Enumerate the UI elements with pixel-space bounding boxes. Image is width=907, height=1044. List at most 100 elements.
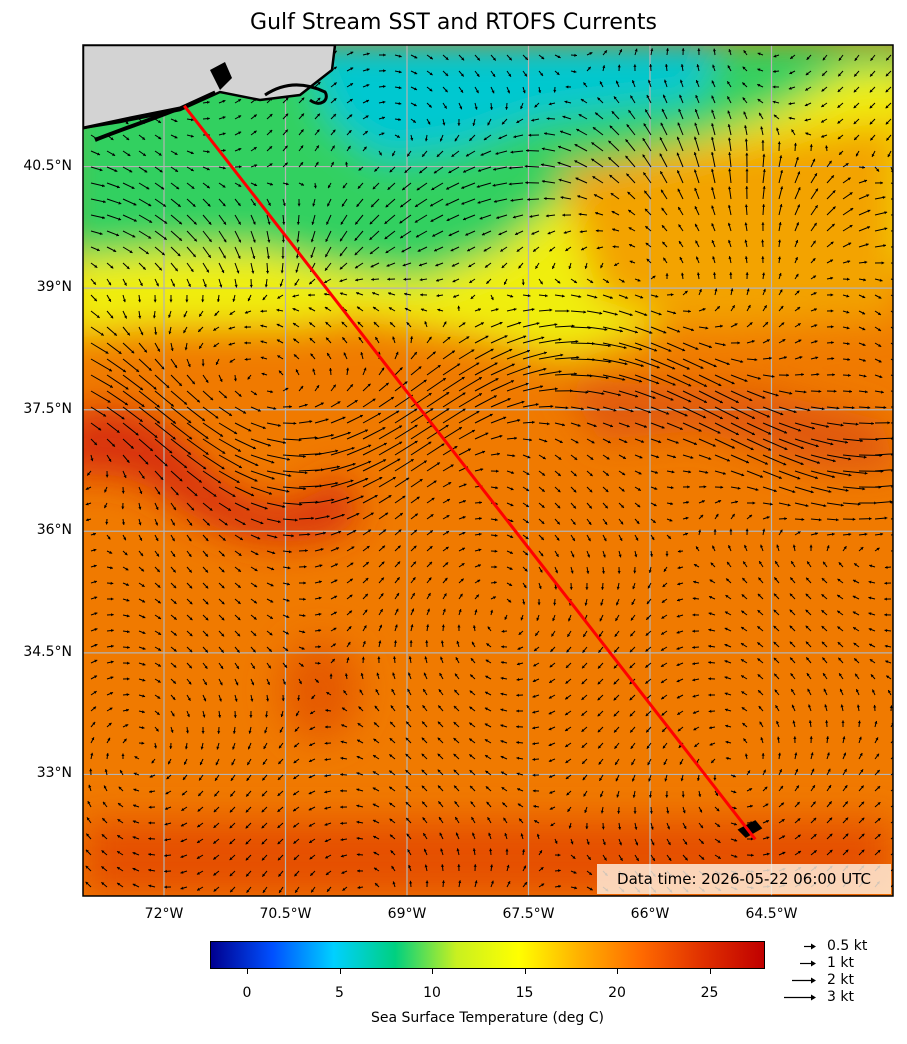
current-arrow [842, 438, 864, 442]
current-arrowhead [461, 201, 465, 205]
current-arrowhead [237, 617, 241, 621]
current-arrowhead [476, 73, 480, 77]
current-arrowhead [761, 222, 765, 225]
current-arrowhead [541, 504, 545, 508]
current-arrowhead [328, 185, 331, 189]
current-arrow [106, 358, 127, 373]
current-arrowhead [778, 222, 782, 225]
current-arrowhead [261, 809, 265, 813]
current-arrowhead [670, 486, 674, 490]
current-arrow [826, 454, 852, 460]
current-arrowhead [759, 112, 762, 116]
current-arrowhead [428, 441, 432, 445]
current-arrowhead [134, 756, 138, 760]
current-arrowhead [316, 385, 320, 389]
current-arrowhead [318, 645, 321, 649]
current-arrowhead [99, 232, 103, 236]
current-arrowhead [884, 211, 888, 215]
current-arrowhead [299, 502, 303, 506]
current-arrowhead [343, 352, 347, 356]
current-arrowhead [614, 312, 618, 316]
current-arrowhead [222, 255, 226, 259]
current-arrowhead [215, 762, 219, 766]
current-arrowhead [821, 578, 825, 582]
current-arrowhead [270, 599, 274, 603]
current-arrowhead [316, 129, 320, 133]
current-arrowhead [696, 778, 700, 781]
current-arrowhead [190, 151, 194, 155]
current-arrowhead [293, 824, 297, 828]
current-arrowhead [395, 608, 399, 612]
current-arrowhead [695, 256, 699, 260]
current-arrowhead [363, 625, 367, 629]
current-arrowhead [871, 153, 875, 157]
current-arrowhead [795, 768, 799, 772]
current-arrowhead [156, 569, 160, 573]
current-arrowhead [743, 561, 746, 565]
current-arrowhead [407, 153, 410, 157]
current-arrowhead [443, 321, 447, 325]
current-arrowhead [468, 264, 472, 267]
current-arrowhead [634, 330, 638, 334]
current-arrowhead [710, 562, 714, 566]
current-arrowhead [560, 130, 563, 134]
current-arrowhead [346, 496, 350, 500]
current-arrowhead [558, 145, 562, 149]
current-arrowhead [780, 802, 784, 806]
current-arrowhead [298, 681, 302, 685]
current-arrowhead [214, 312, 218, 316]
current-arrow [506, 365, 531, 376]
current-arrowhead [677, 598, 680, 602]
current-arrowhead [156, 712, 160, 715]
current-arrowhead [605, 472, 609, 476]
current-arrowhead [144, 349, 147, 353]
current-arrowhead [308, 823, 312, 827]
current-arrow [186, 454, 207, 470]
current-arrowhead [292, 294, 296, 298]
current-arrow [794, 454, 821, 464]
current-arrowhead [126, 459, 130, 463]
current-arrow [170, 406, 192, 424]
current-arrow [570, 374, 593, 377]
current-arrowhead [172, 522, 175, 526]
current-arrowhead [429, 530, 433, 534]
current-arrowhead [524, 164, 528, 168]
current-arrowhead [422, 705, 426, 709]
current-arrowhead [262, 426, 266, 430]
current-arrowhead [893, 549, 896, 552]
current-arrowhead [356, 755, 360, 759]
current-arrowhead [522, 601, 526, 605]
current-arrowhead [414, 513, 418, 517]
current-arrow [106, 342, 122, 355]
current-arrowhead [365, 115, 369, 119]
current-arrowhead [99, 168, 103, 172]
current-arrowhead [860, 785, 864, 789]
current-arrowhead [747, 305, 751, 309]
current-arrowhead [215, 361, 219, 365]
current-arrow [826, 470, 852, 476]
current-arrowhead [679, 257, 683, 261]
current-arrowhead [163, 236, 167, 240]
current-arrowhead [198, 328, 202, 332]
current-arrowhead [268, 648, 272, 652]
current-arrowhead [310, 711, 314, 714]
current-arrowhead [336, 465, 340, 469]
current-arrowhead [873, 704, 877, 708]
current-arrowhead [503, 281, 507, 285]
current-arrowhead [710, 136, 715, 140]
current-arrowhead [410, 137, 414, 141]
current-arrowhead [583, 82, 587, 86]
current-arrowhead [538, 90, 542, 93]
current-arrowhead [494, 518, 498, 522]
current-arrowhead [394, 624, 398, 628]
current-arrowhead [613, 96, 617, 100]
current-arrowhead [540, 163, 544, 167]
current-arrowhead [308, 775, 312, 779]
current-arrowhead [405, 786, 409, 789]
current-arrow [634, 358, 660, 369]
current-arrowhead [581, 728, 585, 732]
current-arrowhead [218, 714, 222, 718]
current-arrowhead [325, 254, 328, 258]
current-arrowhead [121, 416, 125, 420]
current-arrowhead [221, 569, 225, 573]
